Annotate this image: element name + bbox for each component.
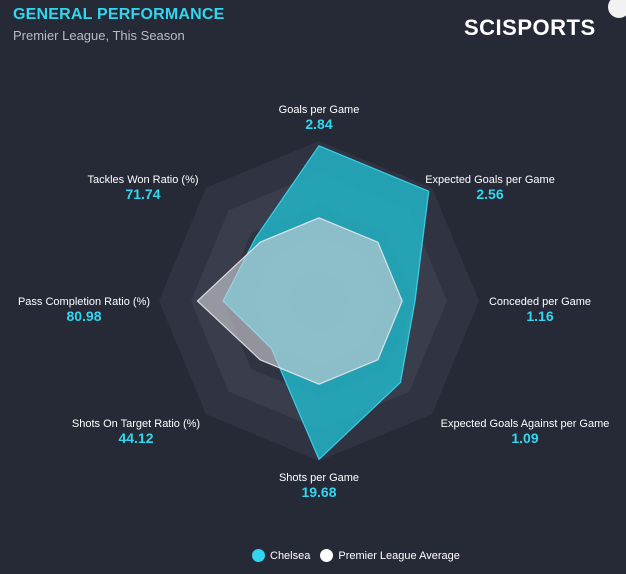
chart-title: GENERAL PERFORMANCE xyxy=(13,6,225,23)
legend-label-chelsea: Chelsea xyxy=(270,549,311,562)
legend-item-average[interactable]: Premier League Average xyxy=(320,549,460,562)
axis-label-5: Shots On Target Ratio (%) xyxy=(72,418,200,430)
legend-label-average: Premier League Average xyxy=(338,549,460,562)
axis-label-7: Tackles Won Ratio (%) xyxy=(87,174,198,186)
axis-value-4: 19.68 xyxy=(301,484,336,500)
brand-logo: SCISPORTS xyxy=(464,15,596,40)
axis-value-0: 2.84 xyxy=(305,116,332,132)
axis-label-0: Goals per Game xyxy=(279,104,360,116)
axis-label-3: Expected Goals Against per Game xyxy=(441,418,610,430)
legend: Chelsea Premier League Average xyxy=(252,549,470,562)
corner-button[interactable] xyxy=(608,0,626,18)
legend-dot-average xyxy=(320,549,334,562)
axis-value-7: 71.74 xyxy=(125,186,160,202)
legend-item-chelsea[interactable]: Chelsea xyxy=(252,549,310,562)
axis-value-1: 2.56 xyxy=(476,186,503,202)
axis-value-6: 80.98 xyxy=(66,308,101,324)
axis-value-2: 1.16 xyxy=(526,308,553,324)
series-polygon-average xyxy=(196,217,403,385)
axis-label-6: Pass Completion Ratio (%) xyxy=(18,296,150,308)
axis-value-5: 44.12 xyxy=(118,430,153,446)
chart-subtitle: Premier League, This Season xyxy=(13,28,185,43)
axis-label-2: Conceded per Game xyxy=(489,296,591,308)
legend-dot-chelsea xyxy=(252,549,265,562)
axis-label-1: Expected Goals per Game xyxy=(425,174,555,186)
axis-label-4: Shots per Game xyxy=(279,472,359,484)
series-overlay-average xyxy=(197,217,403,385)
axis-value-3: 1.09 xyxy=(511,430,538,446)
